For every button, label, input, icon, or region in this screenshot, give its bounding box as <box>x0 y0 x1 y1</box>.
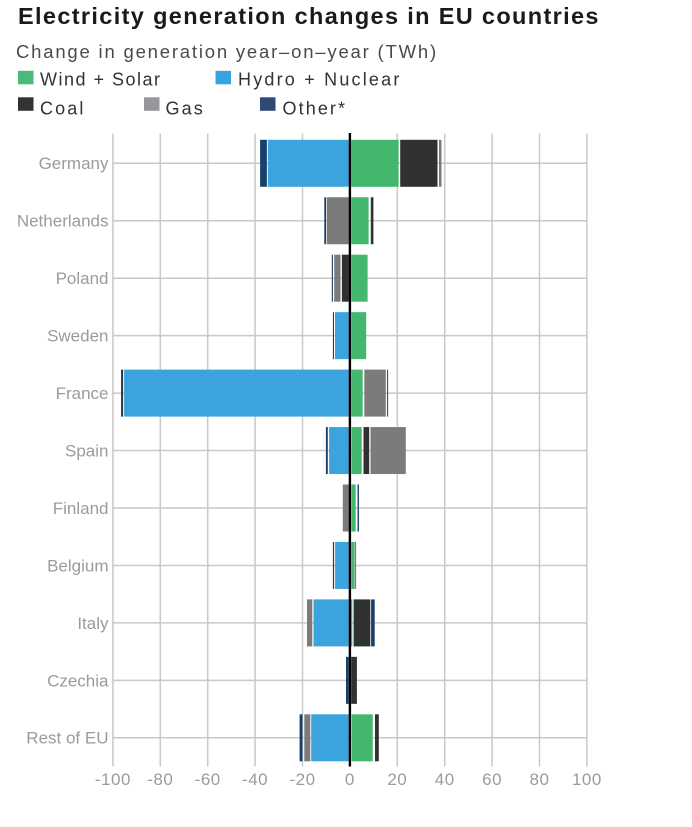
svg-text:Netherlands: Netherlands <box>17 212 109 231</box>
svg-text:100: 100 <box>572 770 602 789</box>
svg-text:Other*: Other* <box>283 98 348 118</box>
svg-text:Electricity generation changes: Electricity generation changes in EU cou… <box>18 3 600 29</box>
svg-text:Coal: Coal <box>40 98 85 118</box>
svg-text:0: 0 <box>345 770 355 789</box>
svg-text:Finland: Finland <box>53 499 109 518</box>
svg-text:-60: -60 <box>195 770 221 789</box>
svg-text:Wind + Solar: Wind + Solar <box>40 69 162 89</box>
svg-text:Czechia: Czechia <box>47 671 109 690</box>
svg-text:Change in generation year–on–y: Change in generation year–on–year (TWh) <box>16 41 438 62</box>
svg-text:Spain: Spain <box>65 441 108 460</box>
svg-text:Germany: Germany <box>39 154 109 173</box>
svg-text:-20: -20 <box>289 770 315 789</box>
svg-text:40: 40 <box>435 770 455 789</box>
svg-text:Rest of EU: Rest of EU <box>26 729 108 748</box>
svg-text:80: 80 <box>530 770 550 789</box>
svg-text:-100: -100 <box>95 770 131 789</box>
svg-text:Hydro + Nuclear: Hydro + Nuclear <box>238 69 402 89</box>
svg-text:-80: -80 <box>147 770 173 789</box>
svg-text:-40: -40 <box>242 770 268 789</box>
svg-text:20: 20 <box>387 770 407 789</box>
svg-text:France: France <box>56 384 109 403</box>
svg-text:Gas: Gas <box>166 98 205 118</box>
svg-text:Italy: Italy <box>77 614 109 633</box>
svg-text:Belgium: Belgium <box>47 556 108 575</box>
svg-text:Sweden: Sweden <box>47 327 108 346</box>
svg-text:Poland: Poland <box>56 269 109 288</box>
svg-text:60: 60 <box>482 770 502 789</box>
